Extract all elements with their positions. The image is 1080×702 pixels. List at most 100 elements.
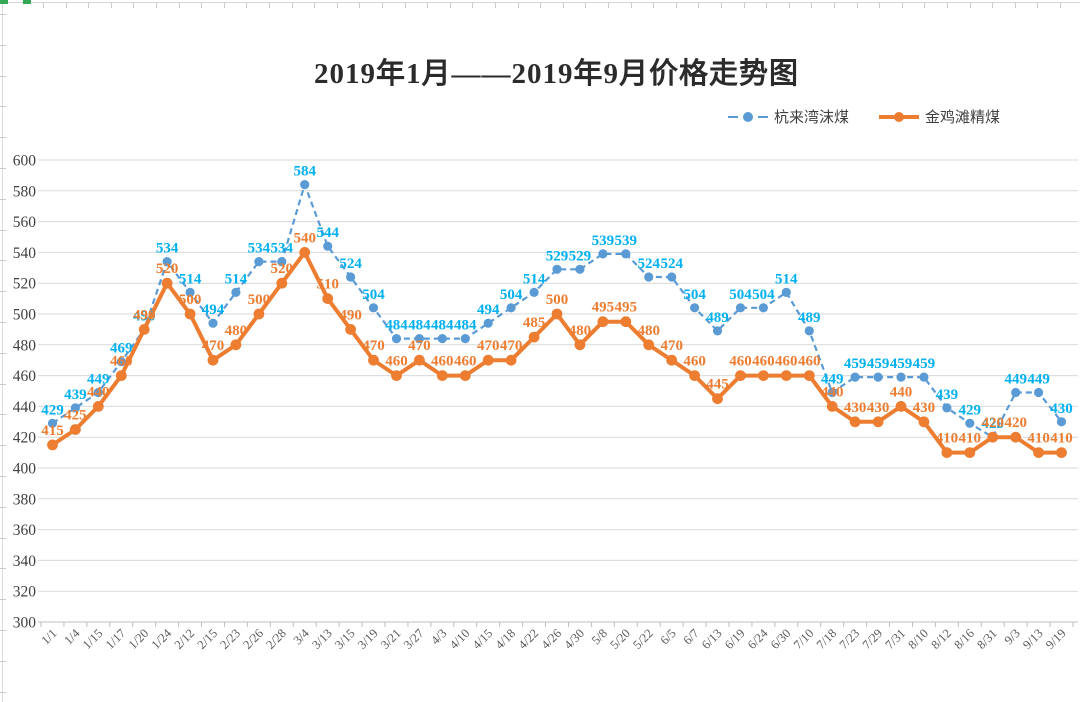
data-point-jinjitan — [505, 354, 517, 366]
y-tick-label: 440 — [13, 399, 37, 416]
data-label-hanglaiwan: 459 — [890, 356, 913, 372]
data-point-jinjitan — [459, 370, 471, 381]
data-point-jinjitan — [666, 354, 678, 366]
column-boundary-tick — [359, 3, 361, 8]
data-point-jinjitan — [207, 354, 219, 366]
data-label-hanglaiwan: 469 — [110, 341, 133, 357]
data-label-hanglaiwan: 534 — [156, 241, 179, 257]
x-tick-label: 2/23 — [217, 626, 243, 652]
data-label-jinjitan: 480 — [637, 323, 660, 339]
x-tick-label: 2/15 — [194, 626, 220, 652]
data-point-jinjitan — [253, 308, 265, 320]
data-label-hanglaiwan: 489 — [706, 310, 729, 326]
series-hanglaiwan — [47, 180, 1067, 442]
data-label-jinjitan: 480 — [569, 323, 592, 339]
data-label-hanglaiwan: 449 — [1004, 372, 1027, 388]
data-point-jinjitan — [689, 370, 700, 381]
solid-line-marker-icon — [879, 111, 920, 123]
data-point-hanglaiwan — [644, 272, 654, 282]
y-tick-label: 300 — [13, 615, 37, 632]
data-label-jinjitan: 415 — [41, 423, 64, 439]
column-boundary-tick — [65, 3, 67, 8]
data-point-jinjitan — [299, 247, 311, 258]
data-label-hanglaiwan: 514 — [523, 271, 546, 287]
data-label-jinjitan: 500 — [248, 292, 271, 308]
data-label-jinjitan: 470 — [362, 338, 385, 354]
data-label-hanglaiwan: 534 — [248, 241, 271, 257]
column-boundary-tick — [901, 3, 903, 8]
x-tick-label: 3/15 — [332, 626, 358, 652]
selected-column-marker — [0, 0, 8, 4]
x-axis-labels: 1/1 1/41/151/171/201/242/122/152/232/262/… — [38, 626, 1068, 652]
data-point-jinjitan — [322, 293, 334, 304]
x-tick-label: 6/19 — [722, 626, 748, 652]
column-boundary-tick — [223, 3, 225, 8]
y-tick-label: 600 — [13, 153, 37, 170]
column-boundary-tick — [811, 3, 813, 8]
column-boundary-tick — [133, 3, 135, 8]
x-tick-label: 3/13 — [309, 626, 335, 652]
x-tick-label: 8/16 — [951, 626, 977, 652]
data-label-jinjitan: 495 — [592, 300, 615, 316]
data-label-jinjitan: 490 — [339, 307, 362, 323]
data-label-hanglaiwan: 514 — [775, 271, 798, 287]
column-boundary-tick — [291, 3, 293, 8]
data-label-hanglaiwan: 514 — [179, 271, 202, 287]
column-boundary-tick — [1037, 3, 1039, 8]
data-point-hanglaiwan — [919, 372, 929, 382]
column-boundary-tick — [766, 3, 768, 8]
x-tick-label: 6/30 — [768, 626, 794, 652]
x-tick-label: 4/10 — [447, 626, 473, 652]
data-point-hanglaiwan — [873, 372, 883, 382]
row-boundary-tick — [0, 414, 6, 416]
x-tick-label: 2/28 — [263, 626, 289, 652]
data-label-jinjitan: 460 — [752, 354, 775, 370]
column-boundary-tick — [653, 3, 655, 8]
data-label-jinjitan: 440 — [87, 384, 110, 400]
x-tick-label: 3/27 — [401, 626, 427, 652]
data-label-hanglaiwan: 429 — [41, 402, 64, 418]
column-boundary-tick — [675, 3, 677, 8]
x-tick-label: 1/20 — [126, 626, 152, 652]
column-boundary-tick — [110, 3, 112, 8]
column-boundary-tick — [156, 3, 157, 8]
data-label-hanglaiwan: 529 — [569, 248, 592, 264]
data-label-hanglaiwan: 494 — [477, 302, 500, 318]
y-tick-label: 560 — [13, 214, 37, 231]
data-label-hanglaiwan: 459 — [867, 356, 890, 372]
x-tick-label: 1/17 — [103, 626, 129, 652]
data-label-jinjitan: 420 — [1004, 415, 1027, 431]
x-tick-label: 2/12 — [172, 626, 198, 652]
row-boundary-tick — [0, 630, 6, 631]
data-label-jinjitan: 460 — [683, 354, 706, 370]
data-point-jinjitan — [138, 324, 150, 335]
data-point-hanglaiwan — [208, 318, 218, 328]
x-tick-label: 3/4 — [291, 626, 313, 648]
column-boundary-tick — [1060, 3, 1061, 8]
data-point-hanglaiwan — [1011, 387, 1021, 398]
row-boundary-tick — [0, 168, 6, 169]
x-tick-label: 6/13 — [699, 626, 725, 652]
x-tick-label: 1/24 — [149, 626, 175, 652]
column-boundary-tick — [630, 3, 632, 8]
y-tick-label: 380 — [13, 491, 37, 508]
data-point-jinjitan — [345, 324, 356, 335]
data-label-jinjitan: 495 — [615, 300, 638, 316]
data-label-jinjitan: 440 — [821, 384, 844, 400]
data-label-jinjitan: 460 — [798, 354, 821, 370]
series-hanglaiwan-line — [51, 181, 1063, 439]
data-label-jinjitan: 480 — [225, 323, 248, 339]
data-label-hanglaiwan: 504 — [729, 287, 752, 303]
column-boundary-tick — [879, 3, 881, 8]
data-point-hanglaiwan — [346, 272, 356, 282]
data-point-jinjitan — [712, 393, 723, 405]
data-point-hanglaiwan — [827, 387, 837, 398]
data-point-hanglaiwan — [162, 257, 172, 267]
data-point-jinjitan — [735, 370, 746, 381]
data-point-jinjitan — [918, 416, 930, 428]
data-label-hanglaiwan: 504 — [362, 287, 385, 303]
data-point-jinjitan — [551, 308, 563, 320]
data-point-jinjitan — [161, 277, 173, 289]
column-boundary-tick — [540, 3, 542, 8]
column-boundary-tick — [924, 3, 926, 8]
